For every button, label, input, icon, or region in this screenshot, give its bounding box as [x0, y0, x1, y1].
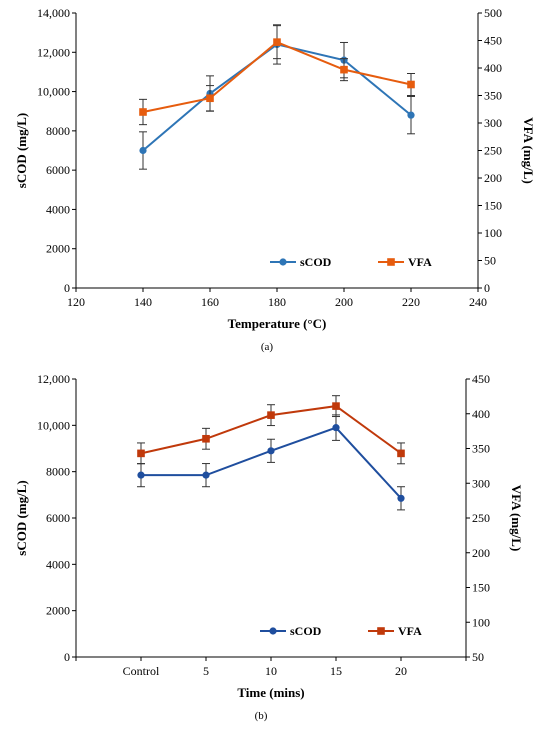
x-tick-label: 10	[265, 664, 277, 678]
y-axis-label-right: VFA (mg/L)	[521, 117, 536, 184]
y-tick-label-right: 150	[484, 199, 502, 213]
data-point-scod	[137, 471, 145, 479]
legend-marker-scod	[269, 627, 277, 635]
y-tick-label-left: 8000	[46, 465, 70, 479]
x-tick-label: 140	[134, 295, 152, 309]
legend-label-scod: sCOD	[290, 624, 322, 638]
y-tick-label-right: 50	[472, 650, 484, 664]
y-tick-label-left: 14,000	[37, 6, 70, 20]
y-tick-label-left: 0	[64, 650, 70, 664]
data-point-scod	[407, 111, 415, 119]
legend-label-vfa: VFA	[408, 255, 432, 269]
y-tick-label-right: 100	[472, 615, 490, 629]
data-point-vfa	[340, 65, 348, 74]
x-tick-label: 200	[335, 295, 353, 309]
chart-b: 0 2000 4000 6000 8000 10,000 12,000 50 100 150 200…	[14, 372, 524, 722]
y-tick-label-right: 150	[472, 581, 490, 595]
x-tick-label: Control	[123, 664, 160, 678]
data-point-scod	[397, 494, 405, 502]
y-tick-label-left: 12,000	[37, 372, 70, 386]
series-line-scod	[141, 426, 402, 499]
y-tick-label-right: 400	[484, 61, 502, 75]
y-tick-label-right: 450	[484, 34, 502, 48]
x-tick-label: 180	[268, 295, 286, 309]
x-tick-label: 220	[402, 295, 420, 309]
legend-marker-scod	[279, 258, 287, 266]
y-tick-label-left: 6000	[46, 511, 70, 525]
y-tick-label-left: 2000	[46, 604, 70, 618]
legend-marker-vfa	[387, 258, 395, 266]
y-axis-label-left: sCOD (mg/L)	[14, 113, 29, 188]
x-tick-label: 15	[330, 664, 342, 678]
x-tick-label: 120	[67, 295, 85, 309]
data-point-vfa	[137, 449, 145, 458]
data-point-scod	[267, 447, 275, 455]
y-tick-label-right: 250	[472, 511, 490, 525]
y-tick-label-right: 450	[472, 372, 490, 386]
y-tick-label-left: 4000	[46, 202, 70, 216]
data-point-vfa	[332, 402, 340, 410]
data-point-vfa	[407, 80, 415, 89]
y-tick-label-right: 350	[484, 89, 502, 103]
y-tick-label-right: 250	[484, 144, 502, 158]
y-tick-label-left: 10,000	[37, 418, 70, 432]
y-tick-label-left: 10,000	[37, 85, 70, 99]
data-point-vfa	[206, 94, 214, 103]
panel-caption: (b)	[255, 710, 268, 722]
y-tick-label-right: 300	[484, 116, 502, 130]
y-tick-label-left: 2000	[46, 242, 70, 256]
y-tick-label-left: 4000	[46, 557, 70, 571]
legend-marker-vfa	[377, 627, 385, 635]
x-tick-label: 5	[203, 664, 209, 678]
y-axis-label-right: VFA (mg/L)	[509, 485, 524, 552]
panel-caption: (a)	[261, 341, 274, 353]
data-point-scod	[139, 146, 147, 155]
data-point-vfa	[267, 411, 275, 419]
x-tick-label: 240	[469, 295, 487, 309]
y-tick-label-right: 350	[472, 442, 490, 456]
y-tick-label-right: 200	[472, 546, 490, 560]
y-tick-label-left: 8000	[46, 124, 70, 138]
legend-label-vfa: VFA	[398, 624, 422, 638]
y-tick-label-right: 50	[484, 254, 496, 268]
y-tick-label-right: 0	[484, 281, 490, 295]
y-tick-label-right: 200	[484, 171, 502, 185]
x-tick-label: 20	[395, 664, 407, 678]
y-tick-label-right: 400	[472, 407, 490, 421]
data-point-scod	[332, 424, 340, 432]
y-tick-label-right: 300	[472, 476, 490, 490]
data-point-vfa	[273, 38, 281, 46]
x-tick-label: 160	[201, 295, 219, 309]
legend-label-scod: sCOD	[300, 255, 332, 269]
data-point-scod	[202, 471, 210, 479]
x-axis-label: Temperature (°C)	[228, 316, 327, 331]
data-point-vfa	[202, 434, 210, 443]
y-tick-label-left: 12,000	[37, 45, 70, 59]
data-point-vfa	[139, 108, 147, 116]
y-tick-label-left: 0	[64, 281, 70, 295]
y-tick-label-right: 100	[484, 226, 502, 240]
x-axis-label: Time (mins)	[237, 685, 304, 700]
chart-a: 0 2000 4000 6000 8000 10,000 12,000 14,000 0 50 10…	[14, 6, 536, 353]
y-tick-label-right: 500	[484, 6, 502, 20]
y-tick-label-left: 6000	[46, 163, 70, 177]
data-point-vfa	[397, 449, 405, 458]
y-axis-label-left: sCOD (mg/L)	[14, 480, 29, 555]
